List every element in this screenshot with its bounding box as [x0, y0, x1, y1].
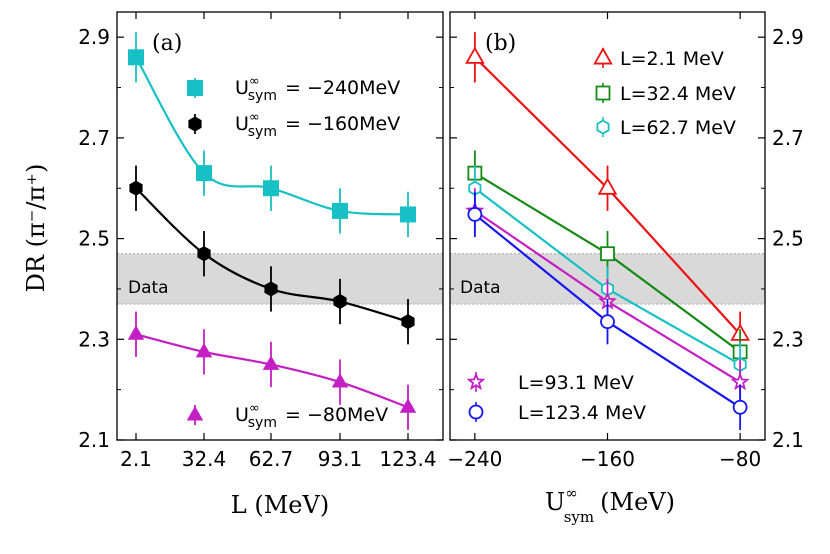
legend-label: L=32.4 MeV — [620, 83, 736, 105]
panel-a-label: (a) — [152, 31, 182, 56]
data-point — [400, 206, 416, 223]
data-point — [197, 246, 211, 262]
y-tick-label: 2.3 — [772, 327, 804, 351]
x-tick-label: 2.1 — [120, 447, 152, 471]
legend-item: L=2.1 MeV — [593, 47, 724, 70]
legend-item: L=123.4 MeV — [468, 402, 646, 424]
y-tick-label: 2.9 — [78, 25, 110, 49]
y-axis-title: DR (π⁻/π⁺) — [22, 164, 50, 293]
data-point — [128, 49, 144, 66]
legend-marker — [187, 80, 203, 96]
legend-item: L=32.4 MeV — [595, 83, 736, 105]
data-point — [465, 46, 485, 64]
panel-a-series-2 — [127, 311, 417, 430]
data-point — [332, 202, 348, 219]
panel-a-x-axis-title: L (MeV) — [231, 491, 329, 519]
legend-label: U∞ sym = −160MeV — [235, 110, 400, 140]
y-tick-label: 2.1 — [772, 428, 804, 452]
data-point — [597, 177, 618, 195]
panel-b-ticks: 2.1 2.3 2.5 2.7 2.9 −240 −160 −80 — [447, 12, 804, 471]
panel-a-ticks: 2.1 2.3 2.5 2.7 2.9 2.1 32.4 62.7 93.1 123.4 — [78, 12, 443, 471]
data-point — [331, 373, 349, 388]
x-tick-label: −160 — [580, 447, 635, 471]
data-band-a — [116, 253, 444, 305]
panel-b-label: (b) — [485, 31, 516, 56]
legend-marker — [595, 85, 611, 101]
legend-item: U∞ sym = −80MeV — [186, 401, 388, 431]
legend-label: L=93.1 MeV — [518, 372, 634, 394]
panel-a-series-1 — [129, 165, 415, 345]
panel-b-series-1 — [467, 150, 748, 375]
y-tick-label: 2.5 — [78, 227, 110, 251]
data-point — [264, 281, 278, 297]
legend-label: U∞ sym = −80MeV — [235, 401, 388, 431]
x-tick-label: 62.7 — [249, 447, 294, 471]
panel-b-series-4 — [467, 191, 748, 430]
data-point — [196, 165, 212, 182]
panel-b-series — [465, 32, 750, 430]
panel-b-frame — [449, 11, 766, 441]
panel-a-frame — [116, 11, 444, 441]
legend-item: L=93.1 MeV — [466, 372, 634, 394]
y-tick-label: 2.3 — [78, 327, 110, 351]
data-point — [263, 180, 279, 197]
y-tick-label: 2.9 — [772, 25, 804, 49]
panel-b-legend: L=2.1 MeV L=32.4 MeV L=62.7 MeV L=93.1 MeV L… — [466, 47, 736, 424]
legend-marker — [593, 47, 613, 65]
panel-b-x-axis-title: U∞ sym(MeV) — [545, 484, 675, 526]
legend-marker — [468, 404, 484, 420]
panel-a-series — [127, 32, 417, 430]
data-point — [732, 399, 748, 415]
legend-marker — [466, 372, 486, 391]
legend-marker — [188, 116, 202, 132]
data-point — [127, 325, 145, 340]
data-point — [600, 246, 615, 262]
data-point — [399, 398, 417, 413]
data-point — [262, 355, 280, 370]
x-tick-label: 32.4 — [182, 447, 227, 471]
y-tick-label: 2.5 — [772, 227, 804, 251]
legend-label: L=2.1 MeV — [620, 48, 724, 70]
legend-marker — [596, 119, 610, 135]
legend-marker — [186, 405, 204, 421]
legend-item: L=62.7 MeV — [596, 117, 736, 139]
data-point — [467, 207, 483, 222]
y-tick-label: 2.7 — [772, 126, 804, 150]
legend-label: L=123.4 MeV — [518, 402, 646, 424]
panel-b-band-label: Data — [460, 278, 501, 298]
panel-a-legend: U∞ sym = −240MeV U∞ sym = −160MeV U∞ sym = −80Me… — [186, 74, 400, 431]
x-tick-label: 123.4 — [379, 447, 436, 471]
x-tick-label: 93.1 — [318, 447, 363, 471]
legend-item: U∞ sym = −160MeV — [188, 110, 400, 140]
legend-label: U∞ sym = −240MeV — [235, 74, 400, 104]
panel-a-series-0 — [128, 32, 416, 238]
data-point — [600, 314, 615, 330]
x-tick-label: −240 — [447, 447, 502, 471]
legend-item: U∞ sym = −240MeV — [187, 74, 400, 104]
x-tick-label: −80 — [719, 447, 761, 471]
data-point — [333, 293, 347, 310]
data-point — [195, 342, 213, 358]
y-tick-label: 2.7 — [78, 126, 110, 150]
panel-a-band-label: Data — [128, 278, 169, 298]
series-line — [135, 333, 409, 409]
data-point — [401, 314, 415, 330]
y-tick-label: 2.1 — [78, 428, 110, 452]
data-point — [129, 180, 143, 196]
legend-label: L=62.7 MeV — [620, 117, 736, 139]
